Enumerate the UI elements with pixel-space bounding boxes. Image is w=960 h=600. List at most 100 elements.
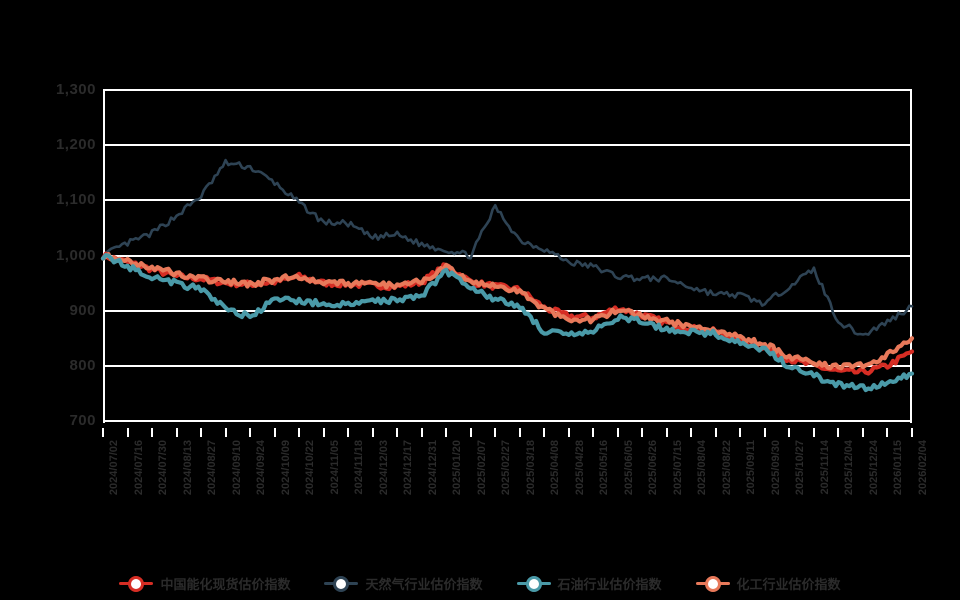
x-axis-tick: [714, 428, 717, 437]
x-axis-tick-label: 2025/12/04: [843, 440, 856, 496]
x-axis-tick-label: 2024/09/24: [255, 440, 268, 496]
x-axis-tick-label: 2025/01/20: [451, 440, 464, 496]
legend-label: 天然气行业估价指数: [365, 576, 483, 592]
x-axis-tick-label: 2025/02/27: [500, 440, 513, 496]
x-axis-tick: [224, 428, 227, 437]
x-axis-tick: [616, 428, 619, 437]
x-axis-tick: [911, 428, 913, 437]
x-axis-tick-label: 2025/09/30: [769, 440, 782, 496]
series-line: [101, 158, 914, 336]
x-axis-tick-label: 2024/11/18: [353, 440, 366, 495]
y-axis-tick-label: 1,300: [55, 81, 96, 98]
x-axis-tick-label: 2024/07/16: [132, 440, 145, 496]
x-axis-tick-label: 2024/10/22: [304, 440, 317, 496]
x-axis-tick-label: 2026/01/15: [892, 440, 905, 496]
x-axis-tick-label: 2025/06/26: [647, 440, 660, 496]
x-axis-tick-label: 2025/08/04: [696, 440, 709, 496]
y-axis-labels: 1,300 1,200 1,100 1,000 900 800 700: [36, 0, 96, 600]
x-axis-tick-label: 2025/09/11: [745, 440, 758, 495]
x-axis-tick: [494, 428, 497, 437]
x-axis-tick: [812, 428, 815, 437]
x-axis-tick-label: 2024/11/05: [328, 440, 341, 495]
legend-marker-icon: [695, 574, 730, 592]
legend-item-1[interactable]: 中国能化现货估价指数: [119, 574, 290, 593]
x-axis-tick: [347, 428, 350, 437]
x-axis-labels: 2024/07/02 2024/07/16 2024/07/30 2024/08/13…: [102, 428, 929, 538]
y-axis-tick-label: 900: [69, 301, 96, 319]
legend-marker-icon: [119, 574, 154, 592]
series-lines: [100, 158, 915, 393]
x-axis-tick: [641, 428, 644, 437]
x-axis-tick: [126, 428, 129, 437]
x-axis-tick: [837, 428, 840, 437]
x-axis-tick-label: 2025/03/18: [524, 440, 537, 496]
plot-right-border: [910, 90, 912, 423]
gridline-1300: [103, 89, 912, 91]
y-axis-tick-label: 1,200: [55, 136, 96, 154]
x-axis-tick-label: 2024/07/30: [157, 440, 170, 496]
x-axis-tick-label: 2024/10/09: [279, 440, 292, 496]
x-axis-tick: [739, 428, 742, 437]
legend-label: 中国能化现货估价指数: [160, 576, 291, 592]
x-axis-tick: [200, 428, 203, 437]
legend-label: 石油行业估价指数: [557, 576, 662, 592]
gridline-700: [103, 420, 912, 422]
x-axis-tick: [543, 428, 546, 437]
x-axis-tick: [298, 428, 301, 437]
plot-area: [100, 89, 915, 422]
x-axis-tick-label: 2025/10/27: [794, 440, 807, 496]
x-axis-tick: [322, 428, 325, 437]
x-axis-tick-label: 2024/12/03: [377, 440, 390, 496]
x-axis-tick: [371, 428, 374, 437]
x-axis-tick-label: 2025/05/16: [598, 440, 611, 496]
x-axis-tick: [690, 428, 693, 437]
x-axis-tick-label: 2025/07/15: [671, 440, 684, 496]
x-axis-tick-label: 2024/09/10: [230, 440, 243, 496]
x-axis-tick: [396, 428, 399, 437]
y-axis-tick-label: 1,000: [55, 246, 96, 264]
x-axis-tick: [469, 428, 472, 437]
gridline-1100: [103, 199, 912, 202]
x-axis-tick-label: 2024/08/13: [181, 440, 194, 496]
x-axis-tick: [175, 428, 178, 437]
x-axis-tick: [273, 428, 276, 437]
x-axis-tick: [151, 428, 154, 437]
x-axis-tick-label: 2025/02/07: [475, 440, 488, 496]
legend-label: 化工行业估价指数: [736, 576, 841, 592]
y-axis-tick-label: 1,100: [55, 191, 96, 209]
legend-item-2[interactable]: 天然气行业估价指数: [324, 574, 483, 593]
x-axis-tick: [886, 428, 889, 437]
series-line: [100, 251, 915, 371]
gridline-900: [103, 309, 912, 312]
legend-item-3[interactable]: 石油行业估价指数: [516, 574, 662, 593]
x-axis-tick-label: 2025/08/22: [720, 440, 733, 496]
x-axis-tick-label: 2025/12/24: [867, 440, 880, 496]
legend-item-4[interactable]: 化工行业估价指数: [695, 574, 841, 593]
x-axis-tick-label: 2026/02/04: [917, 440, 929, 496]
x-axis-tick: [518, 428, 521, 437]
x-axis-tick: [861, 428, 864, 437]
x-axis-tick: [249, 428, 252, 437]
y-axis-tick-label: 800: [69, 356, 96, 374]
x-axis-tick: [592, 428, 595, 437]
x-axis-tick: [788, 428, 791, 437]
gridline-1200: [103, 144, 912, 147]
x-axis-tick: [102, 428, 104, 437]
x-axis-tick-label: 2024/07/02: [108, 440, 120, 496]
gridline-1000: [103, 254, 912, 257]
x-axis-tick-label: 2025/04/08: [549, 440, 562, 496]
x-axis-tick-label: 2025/11/14: [818, 440, 831, 495]
legend-marker-icon: [324, 574, 359, 592]
x-axis-tick: [567, 428, 570, 437]
x-axis-tick: [445, 428, 448, 437]
chart-legend: 中国能化现货估价指数 天然气行业估价指数 石油行业估价指数 化工行业估价指数: [0, 566, 960, 600]
x-axis-tick-label: 2025/06/05: [622, 440, 635, 496]
x-axis-tick-label: 2024/12/31: [426, 440, 439, 496]
x-axis-tick-label: 2024/12/17: [402, 440, 415, 496]
legend-marker-icon: [516, 574, 551, 592]
x-axis-tick: [763, 428, 766, 437]
x-axis-tick: [420, 428, 423, 437]
y-axis-tick-label: 700: [69, 412, 96, 429]
series-line: [100, 253, 915, 393]
